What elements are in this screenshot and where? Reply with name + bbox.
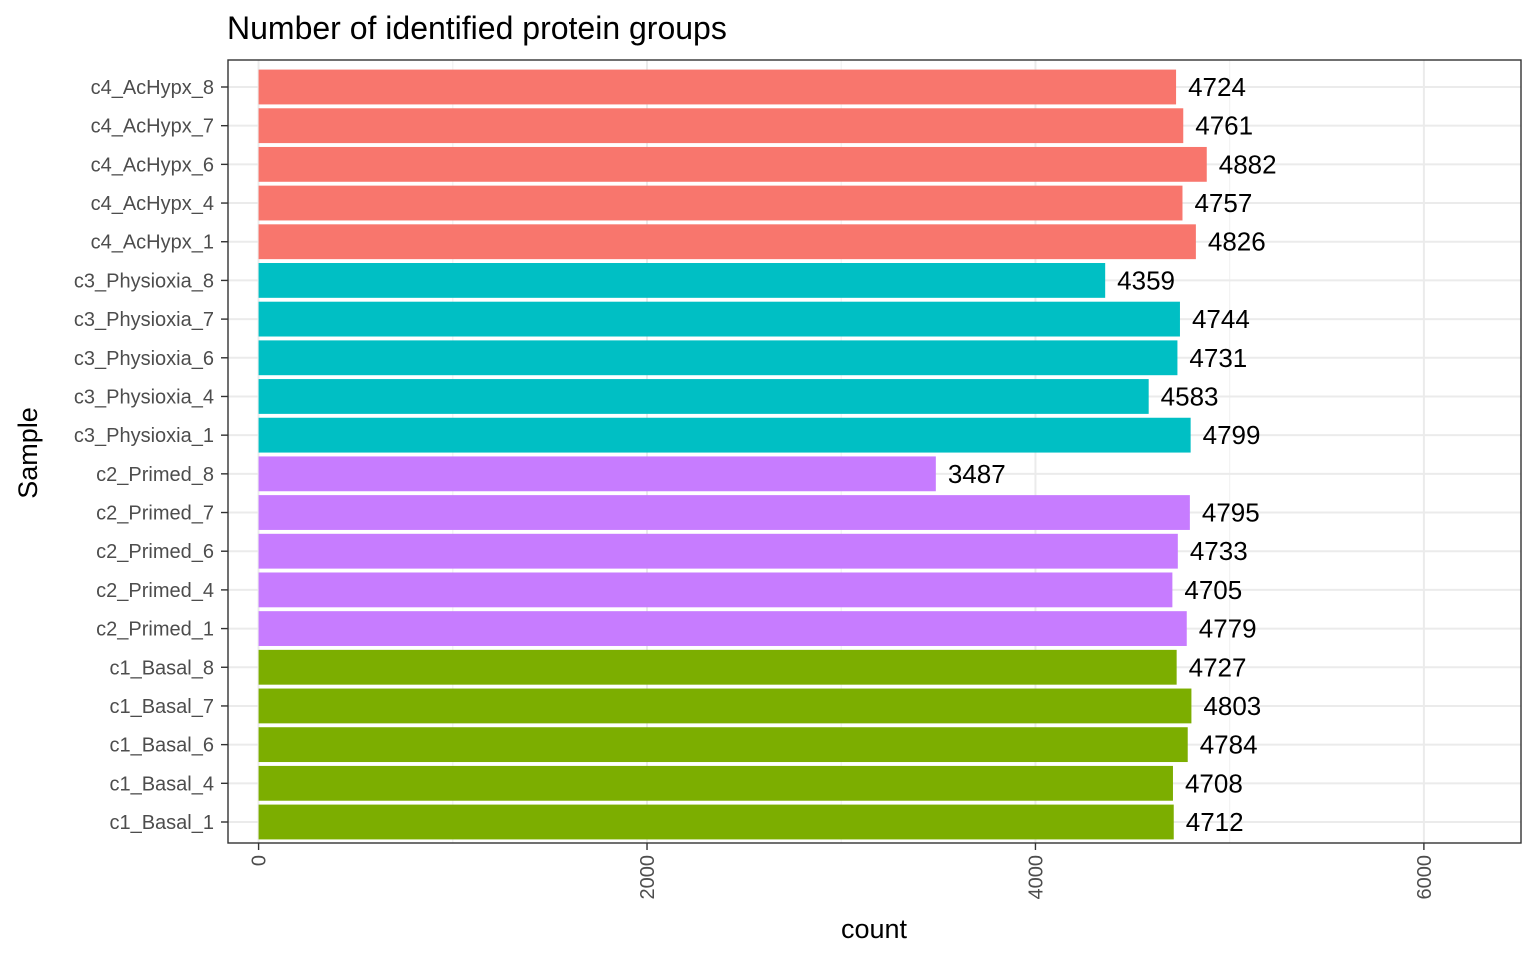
bar [258, 572, 1173, 608]
y-tick-label: c2_Primed_7 [96, 503, 214, 525]
data-label: 4799 [1203, 420, 1261, 450]
y-tick-label: c4_AcHypx_7 [91, 116, 214, 138]
plot-panel-border [227, 59, 1522, 844]
y-tick-label: c2_Primed_8 [96, 464, 214, 486]
y-tick-label: c3_Physioxia_4 [74, 386, 214, 408]
data-label: 4727 [1189, 652, 1247, 682]
bar [258, 688, 1192, 724]
data-label: 4784 [1200, 730, 1258, 760]
data-label: 4761 [1195, 111, 1253, 141]
x-tick-label: 6000 [1414, 855, 1436, 900]
data-label: 4744 [1192, 304, 1250, 334]
y-tick-label: c1_Basal_1 [109, 812, 214, 834]
data-label: 4708 [1185, 768, 1243, 798]
data-label: 3487 [948, 459, 1006, 489]
bar [258, 533, 1178, 569]
bar [258, 301, 1180, 337]
y-tick-label: c1_Basal_4 [109, 773, 214, 795]
data-label: 4705 [1184, 575, 1242, 605]
bar [258, 417, 1191, 453]
bar [258, 69, 1177, 105]
y-tick-label: c1_Basal_7 [109, 696, 214, 718]
x-tick-label: 0 [249, 855, 271, 866]
data-label: 4779 [1199, 614, 1257, 644]
data-label: 4583 [1161, 381, 1219, 411]
data-label: 4359 [1117, 265, 1175, 295]
y-axis: c4_AcHypx_8 c4_AcHypx_7 c4_AcHypx_6 c4_AcHy… [74, 77, 228, 834]
data-label: 4731 [1189, 343, 1247, 373]
bar [258, 379, 1149, 414]
y-tick-label: c1_Basal_6 [109, 735, 214, 757]
bar [258, 224, 1196, 260]
y-tick-label: c2_Primed_1 [96, 619, 214, 641]
y-tick-label: c4_AcHypx_4 [91, 193, 214, 215]
y-axis-title: Sample [13, 407, 43, 499]
data-label: 4757 [1194, 188, 1252, 218]
y-tick-label: c3_Physioxia_1 [74, 425, 214, 447]
y-tick-label: c4_AcHypx_8 [91, 77, 214, 99]
y-tick-label: c4_AcHypx_1 [91, 232, 214, 254]
data-label: 4882 [1219, 149, 1277, 179]
y-tick-label: c3_Physioxia_6 [74, 348, 214, 370]
x-tick-label: 4000 [1025, 855, 1047, 900]
bar [258, 649, 1177, 685]
x-axis: 0 2000 4000 6000 [249, 843, 1436, 900]
chart-title: Number of identified protein groups [227, 10, 727, 46]
y-tick-label: c3_Physioxia_8 [74, 270, 214, 292]
bar [258, 495, 1190, 530]
x-tick-label: 2000 [637, 855, 659, 900]
bar [258, 456, 936, 492]
bar [258, 340, 1178, 376]
y-tick-label: c2_Primed_6 [96, 541, 214, 563]
bar [258, 727, 1188, 763]
bar [258, 263, 1106, 298]
bar [258, 765, 1173, 801]
bar [258, 804, 1174, 840]
bar [258, 611, 1187, 646]
data-label: 4803 [1203, 691, 1261, 721]
y-tick-label: c3_Physioxia_7 [74, 309, 214, 331]
bars [258, 69, 1207, 840]
value-labels: 4724 4761 4882 4757 4826 4359 4744 4731 4583 4799… [948, 72, 1277, 837]
data-label: 4724 [1188, 72, 1246, 102]
data-label: 4795 [1202, 498, 1260, 528]
y-tick-label: c1_Basal_8 [109, 657, 214, 679]
data-label: 4733 [1190, 536, 1248, 566]
data-label: 4826 [1208, 227, 1266, 257]
y-tick-label: c4_AcHypx_6 [91, 154, 214, 176]
y-tick-label: c2_Primed_4 [96, 580, 214, 602]
bar [258, 146, 1207, 182]
bar [258, 108, 1184, 144]
data-label: 4712 [1186, 807, 1244, 837]
bar [258, 185, 1183, 221]
x-axis-title: count [841, 914, 908, 944]
